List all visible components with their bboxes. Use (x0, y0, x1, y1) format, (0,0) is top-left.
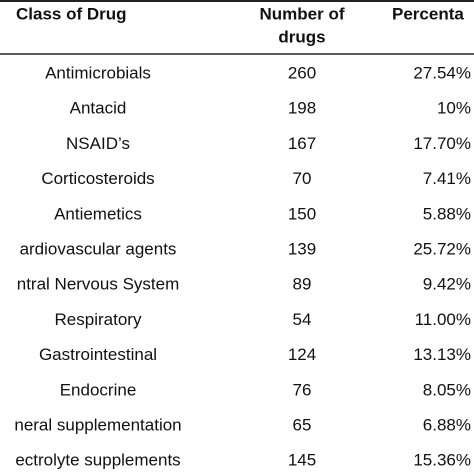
cell-class: ardiovascular agents (20, 239, 177, 258)
cell-class: Gastrointestinal (39, 345, 157, 364)
cell-number: 167 (288, 134, 316, 153)
cell-class: Endocrine (60, 380, 137, 399)
cell-percentage: 6.88% (423, 415, 471, 434)
cell-class: ectrolyte supplements (15, 451, 180, 470)
cell-percentage: 9.42% (423, 275, 471, 294)
cell-number: 198 (288, 99, 316, 118)
cell-percentage: 7.41% (423, 169, 471, 188)
cell-percentage: 25.72% (413, 239, 471, 258)
cell-percentage: 10% (437, 99, 471, 118)
cell-class: Respiratory (55, 310, 142, 329)
cell-number: 260 (288, 63, 316, 82)
cell-class: Antacid (70, 99, 127, 118)
cell-percentage: 11.00% (415, 310, 471, 329)
header-cell: Percenta (392, 4, 464, 23)
cell-number: 139 (288, 239, 316, 258)
cell-percentage: 13.13% (413, 345, 471, 364)
cell-number: 124 (288, 345, 316, 364)
cell-class: Antiemetics (54, 204, 142, 223)
cell-number: 145 (288, 451, 316, 470)
cell-class: Corticosteroids (41, 169, 154, 188)
cell-percentage: 8.05% (423, 380, 471, 399)
cell-class: neral supplementation (14, 415, 181, 434)
cell-number: 76 (293, 380, 312, 399)
header-cell: Number of (260, 4, 345, 23)
cell-percentage: 5.88% (423, 204, 471, 223)
cell-number: 70 (293, 169, 312, 188)
cell-percentage: 15.36% (413, 451, 471, 470)
cell-number: 89 (293, 275, 312, 294)
cell-number: 54 (293, 310, 312, 329)
cell-number: 65 (293, 415, 312, 434)
cell-number: 150 (288, 204, 316, 223)
header-cell: Class of Drug (16, 4, 127, 23)
header-cell: drugs (278, 27, 325, 46)
cell-class: ntral Nervous System (17, 275, 180, 294)
cell-class: NSAID’s (66, 134, 130, 153)
cell-percentage: 27.54% (413, 63, 471, 82)
cell-percentage: 17.70% (413, 134, 471, 153)
cell-class: Antimicrobials (45, 63, 151, 82)
